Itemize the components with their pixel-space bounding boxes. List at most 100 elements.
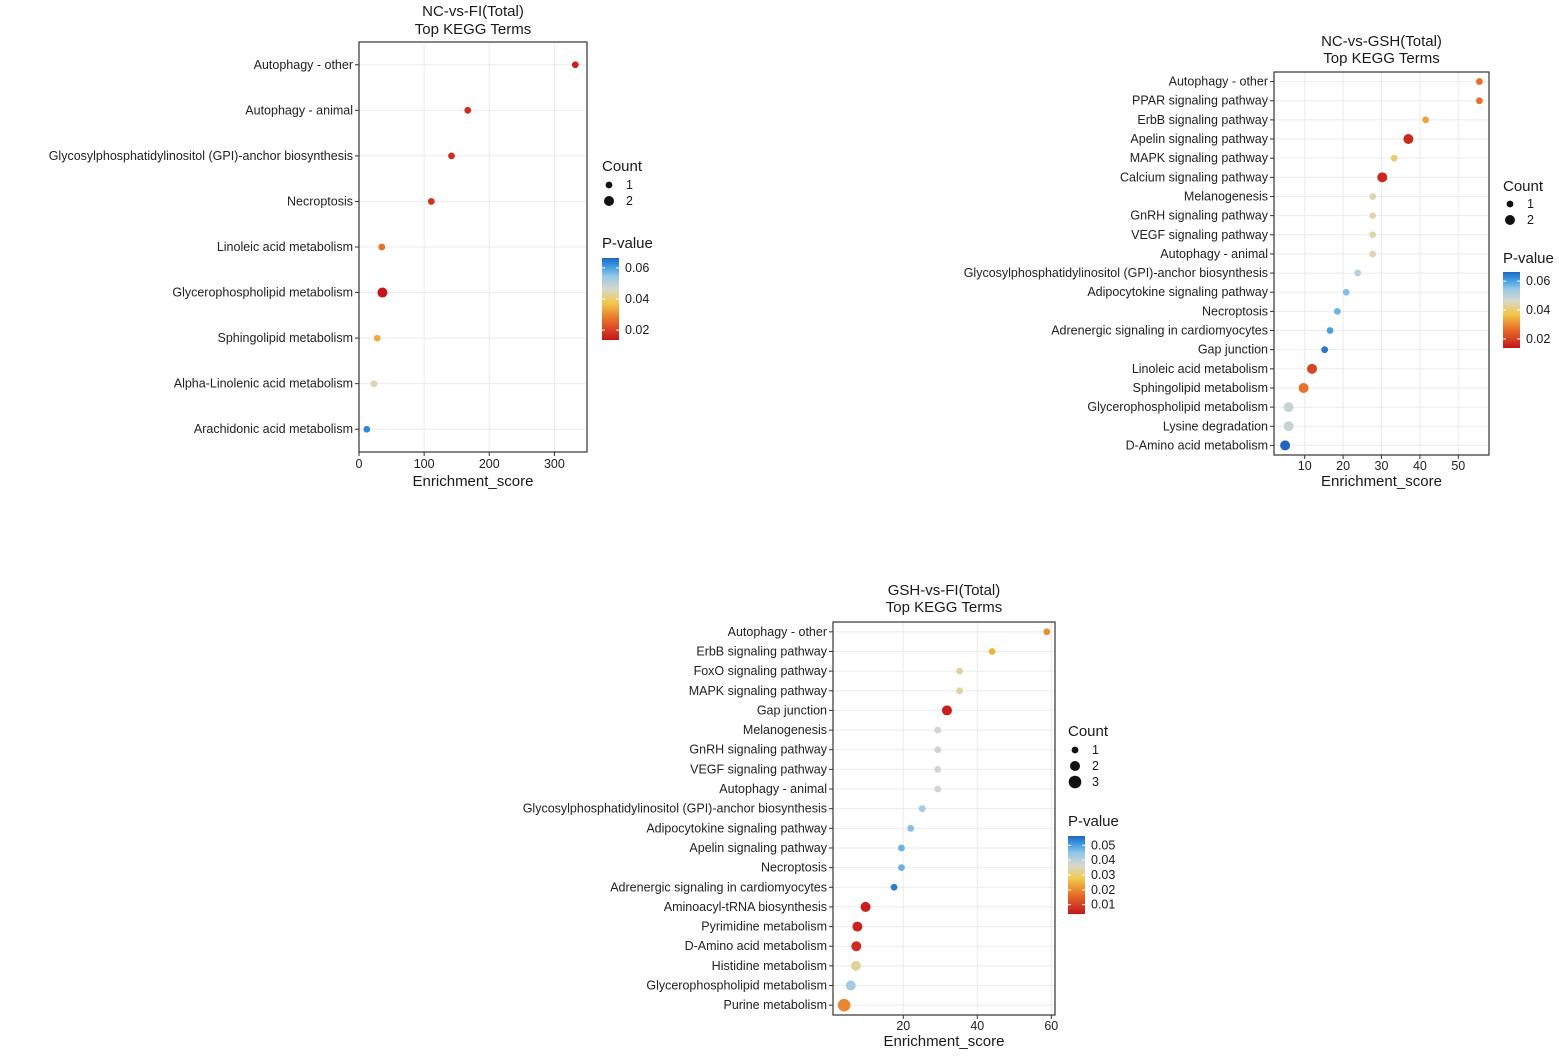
- data-point: [363, 425, 371, 433]
- data-point: [934, 726, 942, 734]
- data-point: [898, 864, 905, 872]
- count-legend-key: [605, 181, 613, 189]
- count-legend-title: Count: [1068, 723, 1109, 740]
- colorbar-tick-label: 0.05: [1091, 838, 1115, 852]
- data-point: [898, 844, 905, 852]
- y-tick-label: Glycerophospholipid metabolism: [172, 286, 353, 300]
- y-tick-label: GnRH signaling pathway: [689, 743, 827, 757]
- count-legend-key: [604, 196, 614, 206]
- chart-panel-2: NC-vs-GSH(Total)Top KEGG Terms Autophagy …: [964, 33, 1554, 490]
- y-tick-label: Adrenergic signaling in cardiomyocytes: [1051, 324, 1268, 338]
- y-tick-label: ErbB signaling pathway: [696, 644, 827, 658]
- y-tick-label: Alpha-Linolenic acid metabolism: [174, 377, 353, 391]
- count-legend-key: [1505, 215, 1515, 225]
- count-legend-key: [1506, 200, 1514, 208]
- y-tick-label: Apelin signaling pathway: [1130, 132, 1268, 146]
- data-point: [837, 998, 851, 1012]
- chart-subtitle: Top KEGG Terms: [415, 21, 531, 38]
- data-point: [850, 960, 861, 971]
- pvalue-legend-title: P-value: [1503, 250, 1554, 267]
- data-point: [571, 61, 579, 69]
- count-legend-label: 1: [626, 178, 633, 192]
- y-tick-label: Necroptosis: [1202, 304, 1268, 318]
- data-point: [1369, 212, 1377, 220]
- y-tick-label: Glycosylphosphatidylinositol (GPI)-ancho…: [964, 266, 1268, 280]
- y-tick-label: Aminoacyl-tRNA biosynthesis: [664, 900, 827, 914]
- data-point: [860, 901, 871, 912]
- data-point: [1369, 250, 1377, 258]
- y-tick-label: Glycosylphosphatidylinositol (GPI)-ancho…: [523, 802, 827, 816]
- x-tick-label: 300: [544, 457, 565, 471]
- y-tick-label: PPAR signaling pathway: [1132, 94, 1269, 108]
- data-point: [851, 941, 862, 952]
- colorbar-tick-label: 0.04: [625, 292, 649, 306]
- y-tick-label: Sphingolipid metabolism: [218, 331, 354, 345]
- x-tick-label: 50: [1451, 459, 1465, 473]
- pvalue-legend-title: P-value: [602, 235, 653, 252]
- y-tick-label: GnRH signaling pathway: [1130, 209, 1268, 223]
- data-point: [1342, 288, 1350, 296]
- pvalue-legend-title: P-value: [1068, 813, 1119, 830]
- x-axis-title: Enrichment_score: [1321, 473, 1442, 490]
- data-point: [370, 380, 378, 388]
- data-point: [464, 106, 472, 114]
- y-tick-label: Apelin signaling pathway: [689, 841, 827, 855]
- x-tick-label: 60: [1044, 1019, 1058, 1033]
- y-tick-label: Sphingolipid metabolism: [1133, 381, 1269, 395]
- y-tick-label: VEGF signaling pathway: [690, 762, 828, 776]
- colorbar-tick-label: 0.02: [1091, 883, 1115, 897]
- y-tick-label: Necroptosis: [287, 194, 353, 208]
- y-tick-label: Lysine degradation: [1163, 419, 1268, 433]
- data-point: [1369, 193, 1377, 200]
- count-legend-key: [1068, 775, 1082, 789]
- data-point: [1390, 154, 1398, 162]
- y-tick-label: Autophagy - other: [254, 58, 353, 72]
- y-tick-label: Autophagy - animal: [245, 103, 353, 117]
- data-point: [1354, 269, 1362, 277]
- data-point: [1307, 363, 1318, 374]
- y-tick-label: Calcium signaling pathway: [1120, 170, 1269, 184]
- x-tick-label: 40: [970, 1019, 984, 1033]
- data-point: [1283, 421, 1294, 432]
- chart-subtitle: Top KEGG Terms: [1323, 50, 1439, 67]
- count-legend-label: 1: [1527, 197, 1534, 211]
- colorbar-tick-label: 0.04: [1526, 303, 1550, 317]
- count-legend-label: 2: [626, 194, 633, 208]
- y-tick-label: Gap junction: [757, 703, 827, 717]
- y-tick-label: ErbB signaling pathway: [1137, 113, 1268, 127]
- y-tick-label: Linoleic acid metabolism: [217, 240, 353, 254]
- y-tick-label: D-Amino acid metabolism: [1126, 438, 1268, 452]
- colorbar-tick-label: 0.06: [625, 261, 649, 275]
- y-tick-label: FoxO signaling pathway: [694, 664, 828, 678]
- data-point: [1476, 97, 1483, 105]
- data-point: [448, 152, 455, 160]
- data-point: [377, 287, 388, 298]
- data-point: [852, 921, 863, 932]
- data-point: [907, 824, 915, 832]
- y-tick-label: Adipocytokine signaling pathway: [1087, 285, 1268, 299]
- y-tick-label: MAPK signaling pathway: [689, 684, 828, 698]
- data-point: [934, 746, 942, 754]
- y-tick-label: MAPK signaling pathway: [1130, 151, 1269, 165]
- x-tick-label: 10: [1298, 459, 1312, 473]
- x-tick-label: 40: [1413, 459, 1427, 473]
- chart-panel-3: GSH-vs-FI(Total)Top KEGG Terms Autophagy …: [523, 582, 1119, 1050]
- colorbar-tick-label: 0.04: [1091, 853, 1115, 867]
- count-legend-title: Count: [602, 158, 643, 175]
- data-point: [1476, 78, 1483, 85]
- chart-title: NC-vs-FI(Total): [422, 3, 524, 20]
- colorbar-tick-label: 0.02: [1526, 332, 1550, 346]
- y-tick-label: Melanogenesis: [743, 723, 827, 737]
- y-tick-label: Gap junction: [1198, 343, 1268, 357]
- data-point: [941, 705, 952, 716]
- y-tick-label: Autophagy - animal: [719, 782, 827, 796]
- data-point: [956, 667, 963, 675]
- data-point: [956, 687, 963, 695]
- y-tick-label: Melanogenesis: [1184, 189, 1268, 203]
- data-point: [1403, 134, 1414, 145]
- colorbar-tick-label: 0.02: [625, 323, 649, 337]
- data-point: [1422, 116, 1430, 124]
- colorbar-tick-label: 0.01: [1091, 898, 1115, 912]
- data-point: [890, 883, 898, 891]
